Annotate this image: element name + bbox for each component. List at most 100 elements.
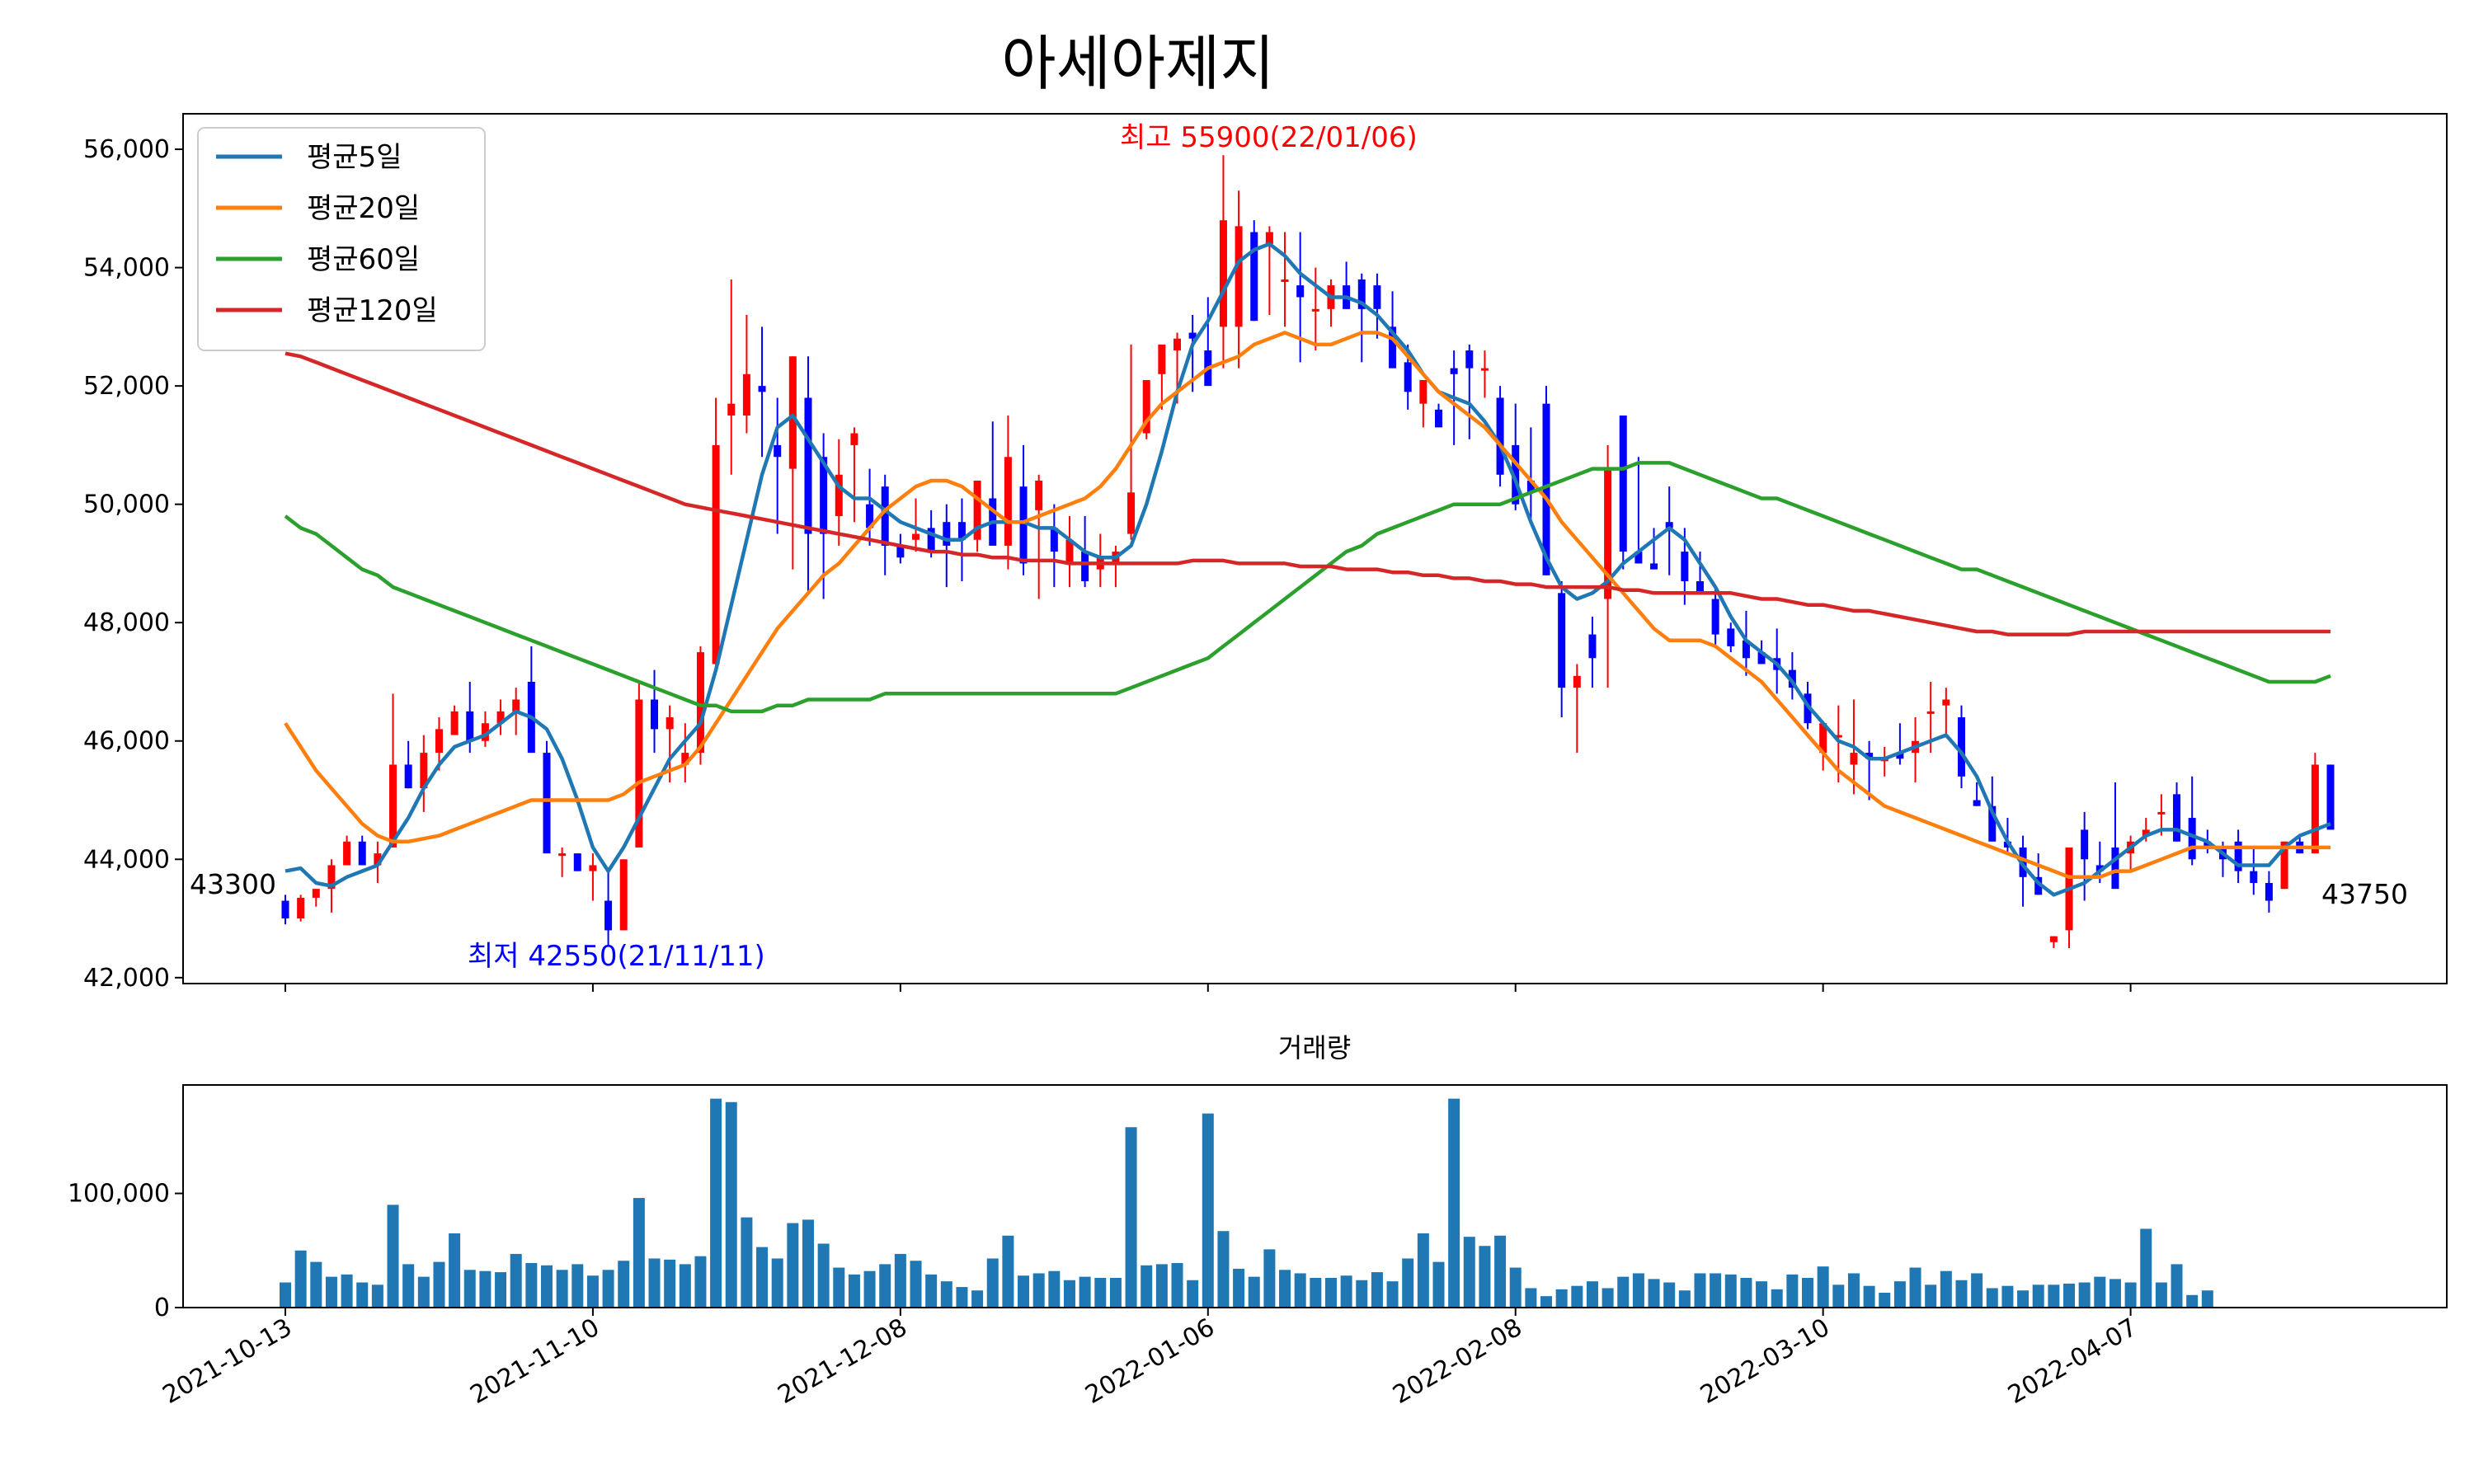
candle-body: [512, 699, 520, 711]
price-y-tick-label: 44,000: [83, 845, 170, 874]
candle-body: [866, 504, 874, 528]
volume-bar: [618, 1261, 630, 1308]
candle-body: [619, 859, 628, 931]
candle-body: [312, 889, 320, 898]
volume-bar: [2124, 1282, 2137, 1308]
candle-body: [1558, 593, 1566, 688]
candle-body: [1174, 338, 1182, 351]
volume-bar: [1233, 1268, 1245, 1308]
candle-body: [1188, 332, 1197, 339]
candle-body: [2111, 847, 2119, 890]
candle-body: [389, 764, 397, 848]
candle-body: [927, 528, 935, 552]
candle-body: [374, 853, 382, 866]
price-plot-frame: [182, 113, 2448, 984]
volume-bar: [648, 1258, 661, 1308]
price-y-tick-label: 52,000: [83, 372, 170, 401]
candle-body: [1681, 552, 1689, 581]
candle-body: [466, 711, 474, 741]
volume-plot-frame: [182, 1084, 2448, 1308]
volume-bar: [1879, 1293, 1891, 1308]
volume-bar: [1710, 1273, 1722, 1308]
candle-body: [1434, 409, 1442, 428]
volume-bar: [1525, 1288, 1537, 1308]
volume-bar: [1602, 1288, 1614, 1308]
candle-body: [788, 356, 797, 469]
volume-bar: [1155, 1264, 1168, 1308]
volume-bar: [325, 1276, 337, 1308]
candle-body: [1250, 232, 1258, 322]
candle-body: [1942, 699, 1950, 706]
candle-body: [1604, 468, 1612, 599]
candle-body: [2049, 936, 2058, 942]
candle-body: [327, 865, 336, 890]
candle-body: [1496, 397, 1504, 475]
candle-body: [358, 841, 366, 866]
candle-body: [1512, 444, 1520, 505]
volume-bar: [879, 1264, 891, 1308]
volume-bar: [1371, 1272, 1383, 1308]
ma120-line: [285, 351, 2331, 636]
candle-body: [1127, 492, 1136, 534]
volume-bar: [1863, 1285, 1875, 1308]
volume-bar: [1555, 1289, 1568, 1308]
candle-body: [281, 900, 289, 919]
candle-body: [2034, 876, 2043, 895]
candle-body: [973, 480, 981, 540]
volume-bar: [2001, 1285, 2014, 1308]
volume-bar: [1448, 1098, 1460, 1308]
volume-bar: [1832, 1284, 1845, 1308]
candle-body: [2250, 871, 2258, 883]
volume-bar: [2155, 1282, 2167, 1308]
volume-bar: [2017, 1290, 2030, 1308]
volume-bar: [679, 1264, 691, 1308]
volume-bar: [802, 1219, 814, 1308]
volume-bar: [2094, 1276, 2106, 1308]
volume-bar: [2048, 1284, 2060, 1308]
volume-bar: [1940, 1270, 1952, 1308]
candle-body: [558, 853, 567, 857]
candle-body: [804, 397, 812, 534]
volume-bar: [787, 1223, 799, 1308]
volume-bar: [2032, 1284, 2044, 1308]
legend-label-ma20: 평균20일: [307, 192, 420, 225]
x-tick-label: 2021-10-13: [158, 1313, 297, 1410]
volume-bar: [1432, 1261, 1445, 1308]
volume-bar: [1847, 1273, 1860, 1308]
candle-body: [1450, 368, 1458, 374]
volume-bar: [1356, 1280, 1368, 1308]
candle-body: [481, 723, 489, 741]
high-annotation: 최고 55900(22/01/06): [1120, 121, 1418, 154]
candle-body: [1573, 675, 1581, 688]
volume-bar: [986, 1258, 999, 1308]
volume-bar: [1632, 1273, 1644, 1308]
candle-body: [1542, 403, 1550, 575]
candle-body: [1788, 669, 1796, 688]
first-close-annotation: 43300: [190, 868, 276, 900]
candle-body: [1265, 232, 1273, 244]
volume-bar: [510, 1253, 522, 1308]
candle-body: [2081, 829, 2089, 860]
volume-bar: [664, 1259, 676, 1308]
volume-bar: [1032, 1273, 1045, 1308]
volume-title: 거래량: [1278, 1032, 1351, 1064]
volume-bar: [1893, 1281, 1906, 1308]
ma5-line: [285, 242, 2331, 897]
volume-bar: [1909, 1267, 1921, 1308]
candle-body: [1004, 457, 1012, 546]
low-annotation: 최저 42550(21/11/11): [468, 940, 765, 973]
volume-bar: [1048, 1270, 1061, 1308]
candle-body: [1419, 379, 1427, 404]
legend-box: [197, 127, 486, 351]
candle-body: [774, 444, 782, 458]
candle-body: [1219, 220, 1227, 327]
candle-body: [543, 753, 551, 854]
volume-bar: [1279, 1270, 1291, 1308]
volume-bar: [1187, 1280, 1199, 1308]
volume-bar: [710, 1098, 722, 1308]
legend-label-ma120: 평균120일: [307, 294, 438, 327]
volume-bar: [1248, 1276, 1260, 1308]
price-plot: [281, 155, 2335, 948]
price-y-tick-label: 56,000: [83, 135, 170, 164]
candle-body: [1357, 279, 1366, 309]
